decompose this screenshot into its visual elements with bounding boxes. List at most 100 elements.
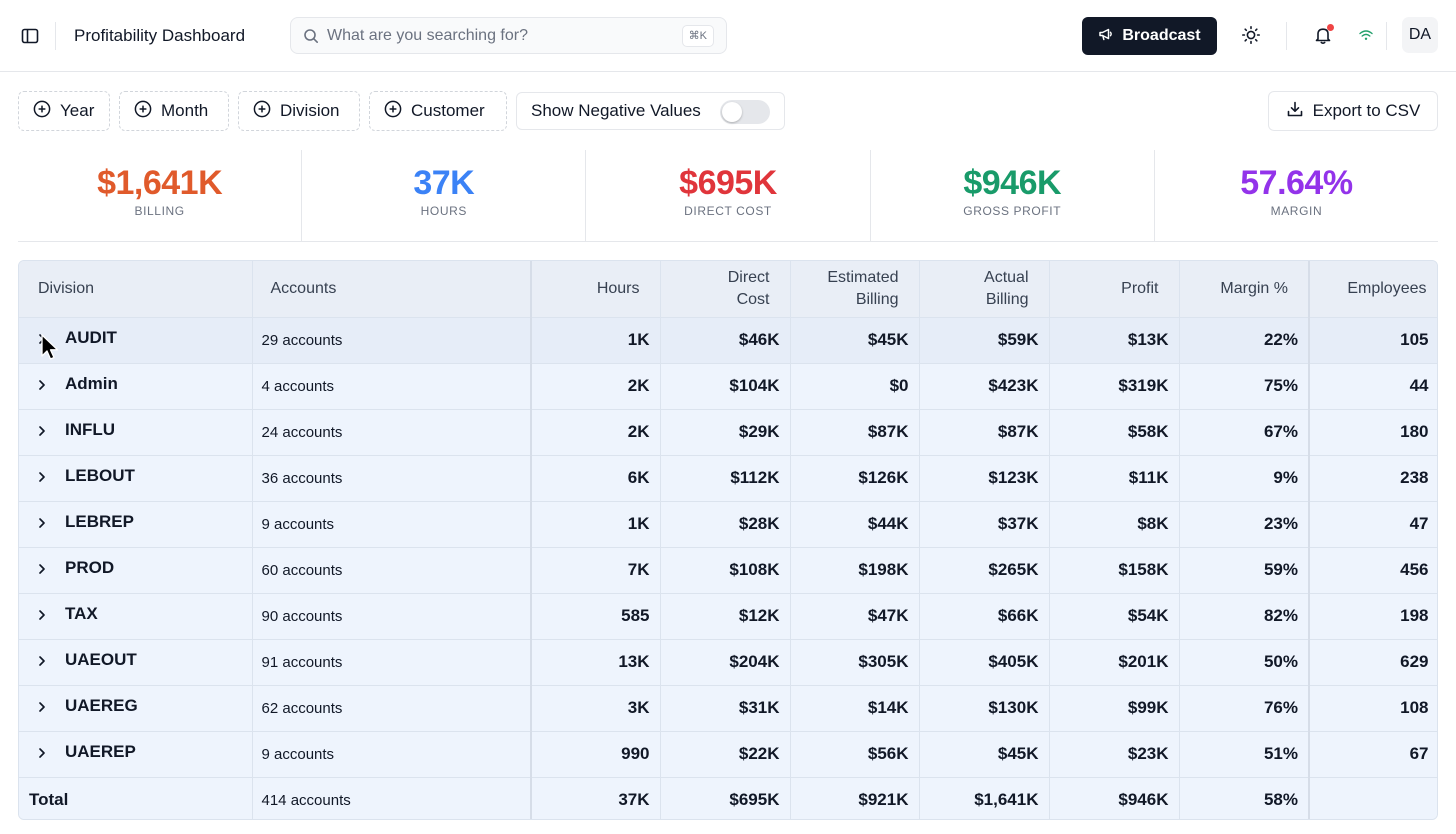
col-header-margin[interactable]: Margin % (1179, 261, 1310, 317)
margin-cell: 51% (1179, 730, 1310, 777)
act-billing-cell: $37K (919, 500, 1050, 547)
toggle-knob (722, 102, 742, 122)
division-cell[interactable]: TAX (19, 592, 253, 639)
chevron-right-icon[interactable] (37, 560, 51, 580)
plus-circle-icon (134, 100, 152, 123)
filter-label: Month (161, 101, 209, 120)
margin-cell: 23% (1179, 500, 1310, 547)
chevron-right-icon[interactable] (37, 606, 51, 626)
table-row[interactable]: TAX 90 accounts 585 $12K $47K $66K $54K 82% 198 (19, 592, 1437, 639)
division-cell[interactable]: LEBOUT (19, 454, 253, 501)
division-cell[interactable]: AUDIT (19, 316, 253, 363)
col-header-direct-cost[interactable]: Direct Cost (660, 261, 791, 317)
filter-customer-button[interactable]: Customer (369, 91, 507, 131)
division-name: Admin (65, 374, 118, 394)
accounts-cell: 36 accounts (252, 454, 532, 501)
table-row[interactable]: AUDIT 29 accounts 1K $46K $45K $59K $13K 22% 105 (19, 316, 1437, 363)
chevron-right-icon[interactable] (37, 698, 51, 718)
table-row[interactable]: UAEREG 62 accounts 3K $31K $14K $130K $99K 76% 1… (19, 684, 1437, 731)
show-negative-values-toggle[interactable] (720, 100, 770, 124)
col-header-employees[interactable]: Employees (1309, 261, 1437, 317)
kpi-label: GROSS PROFIT (963, 204, 1062, 218)
header-line: Actual (984, 268, 1029, 286)
table-row[interactable]: LEBOUT 36 accounts 6K $112K $126K $123K $11K 9%… (19, 454, 1437, 501)
kpi-value: $695K (679, 164, 777, 202)
search-shortcut-badge: ⌘K (681, 25, 714, 47)
chevron-right-icon[interactable] (37, 514, 51, 534)
col-header-hours[interactable]: Hours (531, 261, 661, 317)
col-header-accounts[interactable]: Accounts (252, 261, 532, 317)
table-row[interactable]: LEBREP 9 accounts 1K $28K $44K $37K $8K 23% 47 (19, 500, 1437, 547)
accounts-cell: 24 accounts (252, 408, 532, 455)
plus-circle-icon (384, 100, 402, 123)
division-cell[interactable]: INFLU (19, 408, 253, 455)
header-line: Billing (855, 290, 899, 308)
export-csv-button[interactable]: Export to CSV (1268, 91, 1438, 131)
broadcast-button[interactable]: Broadcast (1082, 17, 1217, 55)
division-cell[interactable]: LEBREP (19, 500, 253, 547)
margin-cell: 75% (1179, 362, 1310, 409)
division-name: LEBREP (65, 512, 134, 532)
division-cell[interactable]: UAEREP (19, 730, 253, 777)
employees-cell: 238 (1309, 454, 1437, 501)
hours-cell: 2K (531, 408, 661, 455)
est-billing-cell: $45K (790, 316, 920, 363)
col-header-actual-billing[interactable]: Actual Billing (919, 261, 1050, 317)
est-billing-cell: $126K (790, 454, 920, 501)
header-line: Cost (736, 290, 770, 308)
direct-cost-cell: $104K (660, 362, 791, 409)
profitability-table: Division Accounts Hours Direct Cost Estim… (18, 260, 1438, 820)
kpi-label: MARGIN (1270, 204, 1323, 218)
kpi-direct-cost: $695K DIRECT COST (586, 150, 871, 241)
est-billing-cell: $305K (790, 638, 920, 685)
show-negative-values-control: Show Negative Values (516, 92, 785, 130)
table-row[interactable]: UAEOUT 91 accounts 13K $204K $305K $405K $201K… (19, 638, 1437, 685)
chevron-right-icon[interactable] (37, 652, 51, 672)
profit-cell: $201K (1049, 638, 1180, 685)
table-row[interactable]: UAEREP 9 accounts 990 $22K $56K $45K $23K 51% 67 (19, 730, 1437, 777)
kpi-gross-profit: $946K GROSS PROFIT (871, 150, 1155, 241)
division-cell[interactable]: PROD (19, 546, 253, 593)
table-row[interactable]: Admin 4 accounts 2K $104K $0 $423K $319K 75% 44 (19, 362, 1437, 409)
bell-icon[interactable] (1312, 24, 1334, 46)
search-input[interactable] (327, 24, 657, 48)
filter-year-button[interactable]: Year (18, 91, 110, 131)
header-line: Billing (985, 290, 1029, 308)
division-cell[interactable]: Admin (19, 362, 253, 409)
total-profit-cell: $946K (1049, 776, 1180, 819)
sidebar-toggle-icon[interactable] (20, 26, 40, 46)
col-header-estimated-billing[interactable]: Estimated Billing (790, 261, 920, 317)
filter-month-button[interactable]: Month (119, 91, 229, 131)
chevron-right-icon[interactable] (37, 330, 51, 350)
kpi-value: $1,641K (97, 164, 223, 202)
kpi-label: HOURS (420, 204, 467, 218)
profit-cell: $8K (1049, 500, 1180, 547)
chevron-right-icon[interactable] (37, 468, 51, 488)
table-row[interactable]: INFLU 24 accounts 2K $29K $87K $87K $58K 67% 180 (19, 408, 1437, 455)
accounts-cell: 90 accounts (252, 592, 532, 639)
avatar[interactable]: DA (1402, 17, 1438, 53)
margin-cell: 22% (1179, 316, 1310, 363)
division-name: PROD (65, 558, 115, 578)
table-row[interactable]: PROD 60 accounts 7K $108K $198K $265K $158K 59%… (19, 546, 1437, 593)
direct-cost-cell: $12K (660, 592, 791, 639)
accounts-cell: 62 accounts (252, 684, 532, 731)
chevron-right-icon[interactable] (37, 422, 51, 442)
division-cell[interactable]: UAEREG (19, 684, 253, 731)
act-billing-cell: $45K (919, 730, 1050, 777)
chevron-right-icon[interactable] (37, 744, 51, 764)
col-header-division[interactable]: Division (19, 261, 253, 317)
kpi-value: $946K (963, 164, 1062, 202)
division-name: LEBOUT (65, 466, 135, 486)
chevron-right-icon[interactable] (37, 376, 51, 396)
division-cell[interactable]: UAEOUT (19, 638, 253, 685)
profit-cell: $11K (1049, 454, 1180, 501)
total-margin-cell: 58% (1179, 776, 1310, 819)
search-box[interactable]: ⌘K (290, 17, 727, 54)
plus-circle-icon (33, 100, 51, 123)
division-name: INFLU (65, 420, 116, 440)
col-header-profit[interactable]: Profit (1049, 261, 1180, 317)
filter-division-button[interactable]: Division (238, 91, 360, 131)
sun-icon[interactable] (1240, 24, 1262, 46)
division-name: TAX (65, 604, 98, 624)
